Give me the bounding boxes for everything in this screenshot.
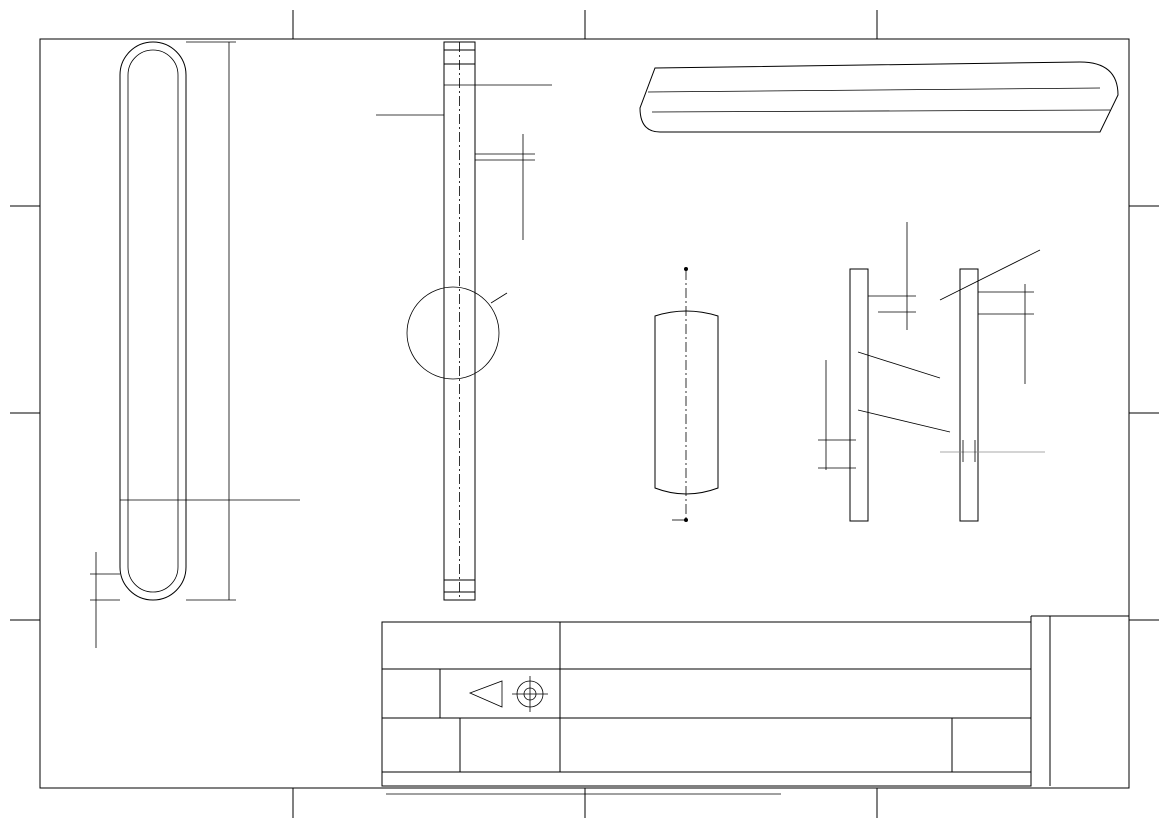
detail-view — [849, 268, 979, 522]
lateral-view — [119, 41, 187, 601]
zoom-view — [654, 267, 719, 522]
lateral-dimensions — [90, 41, 300, 648]
sheet-border — [10, 10, 1159, 818]
revision-table — [1030, 615, 1129, 786]
detail-dimensions — [818, 222, 1045, 470]
title-block — [381, 621, 1032, 795]
frontal-dimensions — [376, 84, 552, 304]
view-3d — [639, 61, 1119, 133]
frontal-view — [406, 41, 500, 601]
